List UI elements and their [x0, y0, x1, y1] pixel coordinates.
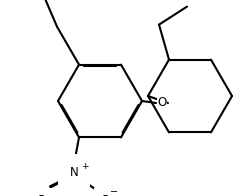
Text: +: +	[81, 162, 88, 171]
Text: −: −	[110, 187, 118, 196]
Text: O: O	[100, 194, 109, 196]
Text: N: N	[69, 166, 78, 179]
Text: O: O	[157, 96, 166, 110]
Text: O: O	[36, 194, 45, 196]
